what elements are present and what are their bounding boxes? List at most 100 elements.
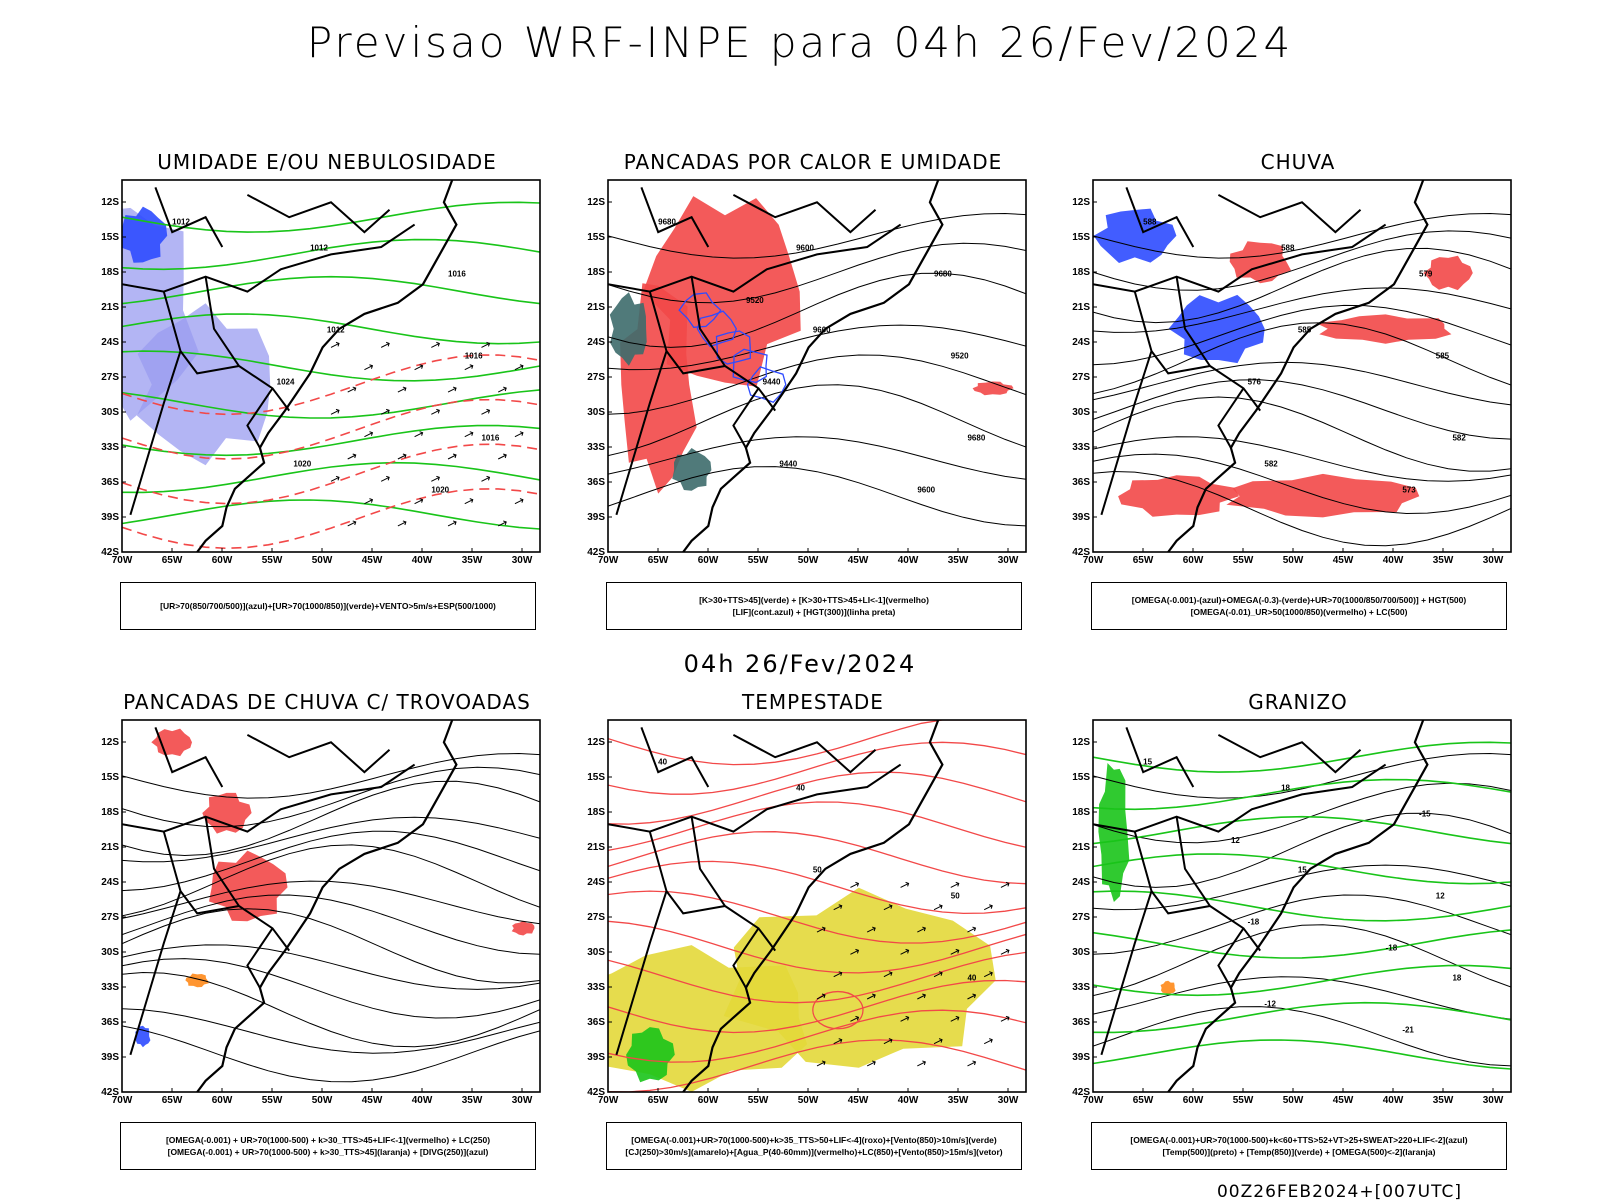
contour-label: 1012 [327,326,345,335]
longitude-tick-label: 45W [362,555,383,566]
longitude-tick-label: 50W [798,1095,819,1106]
green-contour [1093,890,1511,922]
wind-vector [933,1038,943,1045]
coastline [682,180,944,552]
map-frame [607,719,1027,1093]
run-timestamp: 00Z26FEB2024+[007UTC] [1216,1182,1462,1202]
latitude-tick-label: 24S [1072,337,1090,348]
latitude-tick-label: 33S [101,982,119,993]
map-canvas: 15 15 18 18 12 -12 -15 -18 -21 12 -18 12S 15S 18S 21S 2… [1072,719,1512,1106]
isoline [122,958,540,1019]
latitude-tick-label: 27S [587,372,605,383]
map-panel: TEMPESTADE 40 50 40 40 50 12S 15S 18S 21S 24S 27S 30… [578,690,1048,1170]
isoline [122,880,540,925]
map-canvas: 588 585 582 588 585 582 579 576 573 12S 15S 18S 21S 2… [1072,179,1512,566]
longitude-tick-label: 30W [1483,555,1504,566]
wind-vector [464,431,474,438]
isoline [122,844,540,917]
contour-label: 9600 [796,244,814,253]
contour-label: 9600 [917,485,935,494]
legend-line: [K>30+TTS>45](verde) + [K>30+TTS>45+LI<-… [699,595,929,605]
legend-line: [OMEGA(-0.001)+UR>70(1000-500)+k>35_TTS>… [631,1135,997,1145]
latitude-tick-label: 12S [587,737,605,748]
isoline [122,766,540,828]
coastline [196,180,458,552]
latitude-tick-label: 39S [1072,512,1090,523]
green-contour [1093,815,1511,845]
wind-vector [347,453,357,460]
isoline [1093,1006,1511,1067]
blue-field-area [1093,208,1177,263]
teal-field-area [672,448,712,491]
isoline [122,752,540,799]
isoline [1093,752,1511,799]
country-border [1125,187,1195,248]
red-streamline [608,890,1026,944]
wind-vector [330,475,340,482]
longitude-tick-label: 30W [512,1095,533,1106]
wind-vector [330,341,340,348]
wind-vector [481,475,491,482]
contour-label: 9440 [763,378,781,387]
legend-line: [UR>70(850/700/500)](azul)+[UR>70(1000/8… [160,601,496,611]
contour-label: 9520 [746,296,764,305]
wind-vector [983,904,993,911]
latitude-tick-label: 30S [101,947,119,958]
country-border [608,763,902,833]
wind-vector [431,341,440,348]
isoline [1093,812,1511,888]
wind-vector [850,948,860,955]
longitude-tick-label: 35W [1433,1095,1454,1106]
latitude-tick-label: 21S [1072,302,1090,313]
red-field-area [1316,314,1452,344]
wind-vector [380,341,390,348]
longitude-tick-label: 35W [462,555,483,566]
contour-label: 585 [1436,352,1450,361]
longitude-tick-label: 35W [462,1095,483,1106]
longitude-tick-label: 70W [1083,1095,1104,1106]
wind-vector [967,993,977,1000]
thickness-contour [122,354,540,416]
country-border [129,291,182,516]
longitude-tick-label: 60W [1183,1095,1204,1106]
legend-line: [LIF](cont.azul) + [HGT(300)](linha pret… [732,607,896,617]
longitude-tick-label: 55W [748,1095,769,1106]
isoline [122,944,540,990]
longitude-tick-label: 45W [848,555,869,566]
longitude-tick-label: 40W [1383,555,1404,566]
wind-vector [414,364,424,371]
green-contour [1093,1039,1511,1070]
contour-label: 50 [951,892,960,901]
wind-vector [850,881,860,888]
forecast-map: 40 50 40 40 50 12S 15S 18S 21S 24S 27S 30S 33S 36S 39S… [586,718,1046,1120]
latitude-tick-label: 18S [101,267,119,278]
longitude-tick-label: 55W [748,555,769,566]
wind-vector [833,1038,843,1045]
country-border [732,387,760,449]
longitude-tick-label: 55W [1233,555,1254,566]
blue-field-area [1168,294,1265,364]
isoline [1093,782,1511,844]
legend-line: [OMEGA(-0.001)-(azul)+OMEGA(-0.3)-(verde… [1131,595,1467,605]
wind-vector [464,364,474,371]
latitude-tick-label: 39S [101,512,119,523]
contour-label: 1024 [277,378,295,387]
latitude-tick-label: 15S [1072,232,1090,243]
contour-label: -18 [1386,944,1398,953]
latitude-tick-label: 42S [101,1087,119,1098]
red-streamline [608,951,1026,1004]
country-border [732,194,877,234]
red-streamline [608,720,1026,766]
forecast-map: 15 15 18 18 12 -12 -15 -18 -21 12 -18 12S 15S 18S 21S 2… [1071,718,1531,1120]
longitude-tick-label: 70W [112,1095,133,1106]
longitude-tick-label: 55W [262,555,283,566]
latitude-tick-label: 42S [101,547,119,558]
map-canvas: 1012 1012 1016 1012 1016 1020 1016 1024 1020 12S 1… [101,179,541,566]
latitude-tick-label: 33S [1072,982,1090,993]
longitude-tick-label: 55W [262,1095,283,1106]
country-border [1093,223,1387,293]
latitude-tick-label: 27S [587,912,605,923]
green-contour [122,238,540,271]
contour-label: 40 [658,758,667,767]
country-border [732,927,760,989]
